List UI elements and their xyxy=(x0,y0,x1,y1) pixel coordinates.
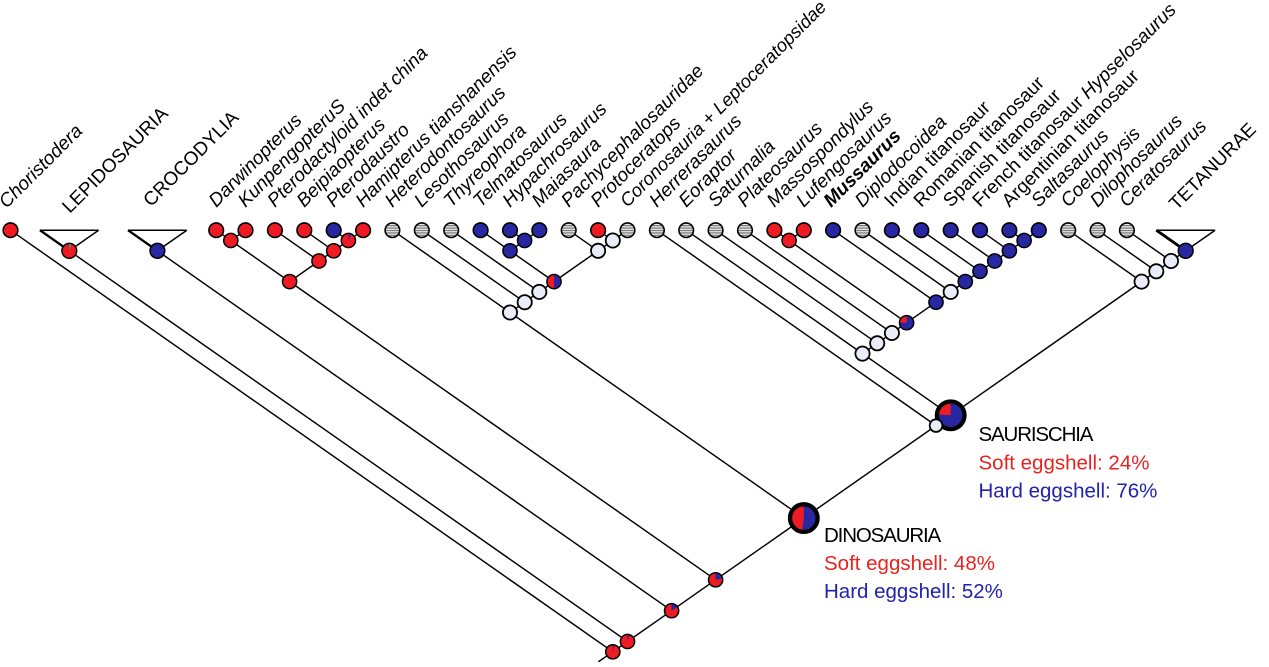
svg-text:SAURISCHIA: SAURISCHIA xyxy=(979,423,1094,446)
svg-text:Hard eggshell: 52%: Hard eggshell: 52% xyxy=(824,580,1003,603)
svg-text:Soft eggshell: 48%: Soft eggshell: 48% xyxy=(824,552,995,575)
svg-text:DINOSAURIA: DINOSAURIA xyxy=(824,524,942,547)
svg-text:Hard eggshell: 76%: Hard eggshell: 76% xyxy=(979,480,1158,503)
svg-text:Soft eggshell: 24%: Soft eggshell: 24% xyxy=(979,452,1150,475)
